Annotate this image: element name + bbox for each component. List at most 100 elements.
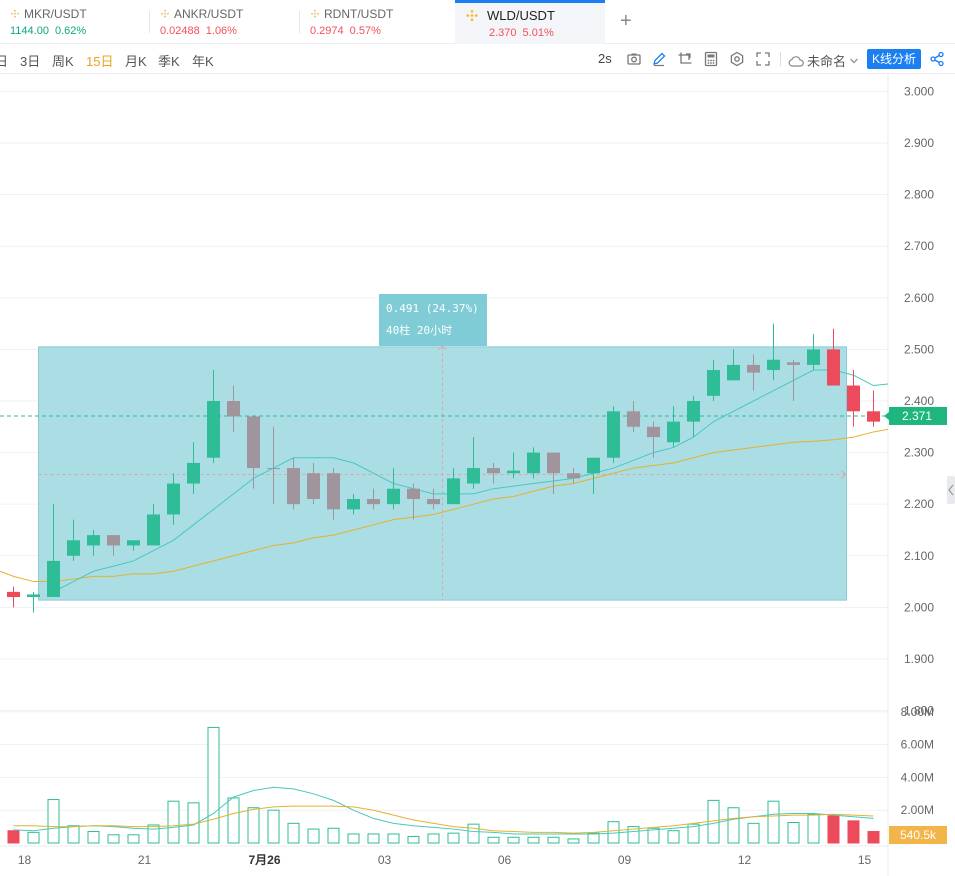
period-1[interactable]: 3日	[20, 54, 41, 69]
kline-analysis-button[interactable]: K线分析	[867, 49, 922, 69]
candle-body[interactable]	[627, 411, 640, 427]
candle-body[interactable]	[567, 473, 580, 479]
volume-bar[interactable]	[647, 827, 660, 844]
candle-body[interactable]	[287, 468, 300, 505]
fullscreen-icon[interactable]	[755, 51, 771, 67]
candle-body[interactable]	[27, 594, 40, 598]
candle-body[interactable]	[207, 401, 220, 458]
candle-body[interactable]	[327, 473, 340, 510]
volume-bar[interactable]	[607, 821, 620, 844]
volume-bar[interactable]	[627, 826, 640, 844]
candle-body[interactable]	[267, 468, 280, 470]
candle-body[interactable]	[667, 421, 680, 443]
candle-body[interactable]	[747, 364, 760, 373]
volume-bar[interactable]	[547, 836, 560, 844]
volume-bar[interactable]	[227, 797, 240, 844]
camera-icon[interactable]	[626, 51, 642, 67]
period-6[interactable]: 年K	[192, 54, 214, 69]
candle-body[interactable]	[307, 473, 320, 500]
candle-body[interactable]	[387, 488, 400, 505]
volume-bar[interactable]	[27, 831, 40, 844]
candle-body[interactable]	[687, 401, 700, 422]
volume-bar[interactable]	[387, 833, 400, 844]
candle-body[interactable]	[467, 468, 480, 484]
volume-bar[interactable]	[347, 833, 360, 844]
volume-bar[interactable]	[207, 726, 220, 844]
candlestick-chart[interactable]: 3.000 2.900 2.800 2.700 2.600 2.500 2.400 2.300…	[0, 74, 955, 876]
candle-body[interactable]	[407, 488, 420, 500]
volume-bar[interactable]	[847, 820, 860, 844]
volume-bar[interactable]	[527, 836, 540, 844]
volume-bar[interactable]	[67, 825, 80, 844]
volume-bar[interactable]	[87, 831, 100, 844]
symbol-tab-rdnt[interactable]: RDNT/USDT 0.2974 0.57%	[300, 0, 450, 44]
share-icon[interactable]	[929, 51, 945, 67]
volume-bar[interactable]	[867, 831, 880, 844]
candle-body[interactable]	[767, 359, 780, 371]
candle-body[interactable]	[547, 452, 560, 474]
candle-body[interactable]	[367, 499, 380, 505]
volume-bar[interactable]	[307, 828, 320, 844]
candle-body[interactable]	[827, 349, 840, 386]
volume-bar[interactable]	[287, 822, 300, 844]
candle-body[interactable]	[707, 370, 720, 396]
candle-body[interactable]	[167, 483, 180, 515]
volume-bar[interactable]	[467, 823, 480, 844]
volume-bar[interactable]	[127, 834, 140, 844]
volume-bar[interactable]	[367, 833, 380, 844]
candle-body[interactable]	[727, 364, 740, 381]
refresh-interval[interactable]: 2s	[598, 51, 612, 66]
candle-body[interactable]	[247, 416, 260, 469]
layout-selector[interactable]: 未命名	[788, 51, 859, 70]
volume-bar[interactable]	[767, 800, 780, 844]
candle-body[interactable]	[787, 362, 800, 365]
volume-bar[interactable]	[167, 800, 180, 844]
volume-bar[interactable]	[327, 827, 340, 844]
candle-body[interactable]	[447, 478, 460, 505]
candle-body[interactable]	[607, 411, 620, 458]
candle-body[interactable]	[67, 540, 80, 556]
volume-bar[interactable]	[827, 815, 840, 844]
candle-body[interactable]	[847, 385, 860, 412]
candle-body[interactable]	[347, 499, 360, 510]
symbol-tab-mkr[interactable]: MKR/USDT 1144.00 0.62%	[0, 0, 150, 44]
volume-bar[interactable]	[247, 807, 260, 844]
candle-body[interactable]	[227, 401, 240, 417]
volume-bar[interactable]	[107, 834, 120, 844]
scroll-handle[interactable]	[947, 476, 955, 504]
volume-bar[interactable]	[147, 824, 160, 844]
candle-body[interactable]	[587, 457, 600, 474]
volume-bar[interactable]	[7, 830, 20, 844]
candle-body[interactable]	[187, 462, 200, 484]
volume-bar[interactable]	[667, 830, 680, 844]
crop-icon[interactable]	[677, 51, 693, 67]
volume-bar[interactable]	[747, 822, 760, 844]
calculator-icon[interactable]	[703, 51, 719, 67]
settings-icon[interactable]	[729, 51, 745, 67]
volume-bar[interactable]	[567, 838, 580, 844]
candle-body[interactable]	[47, 560, 60, 598]
volume-bar[interactable]	[787, 822, 800, 844]
volume-bar[interactable]	[407, 835, 420, 844]
symbol-tab-wld[interactable]: WLD/USDT 2.370 5.01%	[455, 0, 605, 44]
volume-bar[interactable]	[487, 836, 500, 844]
candle-body[interactable]	[7, 591, 20, 598]
candle-body[interactable]	[647, 426, 660, 438]
volume-bar[interactable]	[807, 813, 820, 844]
volume-bar[interactable]	[447, 832, 460, 844]
candle-body[interactable]	[487, 468, 500, 474]
candle-body[interactable]	[107, 535, 120, 546]
volume-bar[interactable]	[687, 823, 700, 844]
candle-body[interactable]	[807, 349, 820, 365]
candle-body[interactable]	[87, 535, 100, 546]
candle-body[interactable]	[867, 411, 880, 422]
period-5[interactable]: 季K	[158, 54, 180, 69]
volume-bar[interactable]	[507, 836, 520, 844]
period-3[interactable]: 15日	[86, 54, 114, 69]
period-2[interactable]: 周K	[52, 54, 74, 69]
period-4[interactable]: 月K	[125, 54, 147, 69]
period-0[interactable]: 日	[0, 54, 9, 69]
candle-body[interactable]	[427, 499, 440, 505]
candle-body[interactable]	[507, 470, 520, 474]
candle-body[interactable]	[527, 452, 540, 474]
